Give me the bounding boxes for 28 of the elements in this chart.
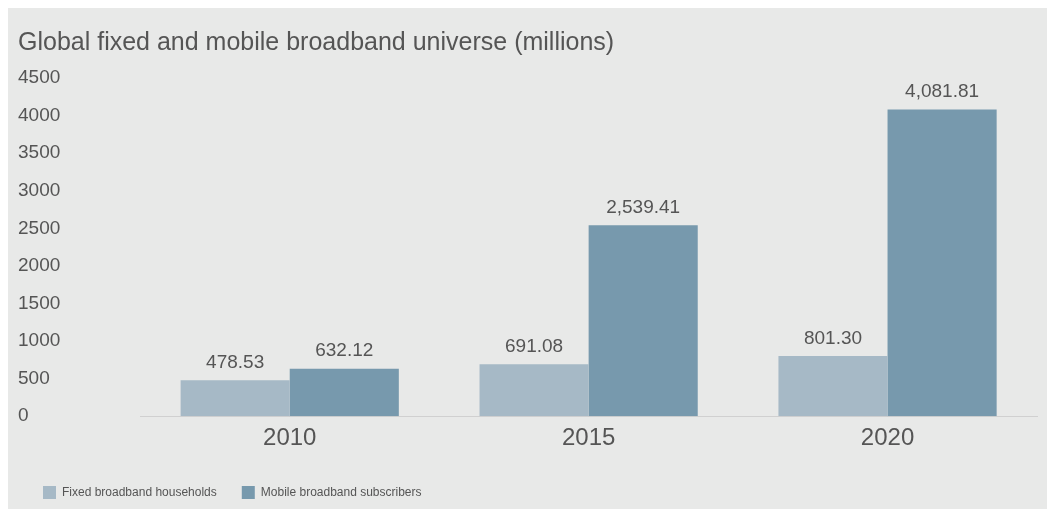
- bar: [778, 355, 888, 417]
- chart-title: Global fixed and mobile broadband universe (millions): [18, 26, 615, 55]
- y-tick-label: 3000: [18, 178, 61, 200]
- y-tick-label: 1000: [18, 329, 61, 351]
- bar: [180, 380, 290, 417]
- legend-label: Mobile broadband subscribers: [260, 484, 422, 499]
- y-tick-label: 4000: [18, 103, 61, 125]
- x-tick-label: 2015: [561, 423, 616, 451]
- y-tick-label: 500: [18, 366, 50, 388]
- y-tick-label: 0: [18, 404, 29, 426]
- data-label: 4,081.81: [905, 80, 980, 102]
- y-tick-label: 2500: [18, 216, 61, 238]
- legend-label: Fixed broadband households: [62, 484, 217, 499]
- data-label: 801.30: [803, 326, 863, 348]
- data-label: 478.53: [206, 350, 265, 372]
- x-tick-label: 2020: [860, 423, 915, 451]
- y-tick-label: 3500: [18, 141, 61, 163]
- y-tick-label: 1500: [18, 291, 61, 313]
- data-label: 2,539.41: [606, 196, 681, 218]
- bar: [479, 364, 589, 417]
- y-tick-label: 2000: [18, 254, 61, 276]
- bar: [887, 109, 997, 417]
- y-tick-label: 4500: [18, 66, 61, 88]
- bar: [289, 368, 399, 417]
- bar: [588, 225, 698, 417]
- data-label: 632.12: [315, 339, 374, 361]
- x-tick-label: 2010: [263, 423, 317, 451]
- data-label: 691.08: [505, 335, 564, 356]
